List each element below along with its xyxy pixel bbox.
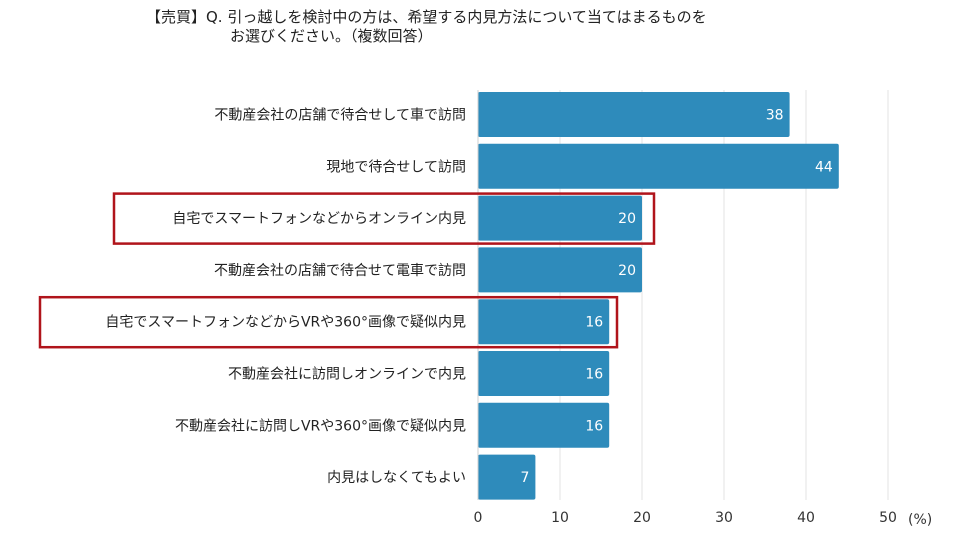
bar-value-label: 16 [585,367,603,383]
bar [478,143,839,189]
highlight-box [38,295,619,349]
x-tick-label: 40 [797,510,815,526]
category-label: 自宅でスマートフォンなどからVRや360°画像で疑似内見 [105,315,466,331]
bar-value-label: 44 [815,159,833,175]
bar [478,454,536,500]
x-tick-label: 10 [551,510,569,526]
bar [478,92,790,137]
x-tick-label: 0 [474,510,483,526]
bar [478,299,610,345]
category-label: 不動産会社の店舗で待合せして車で訪問 [214,107,466,124]
bar [478,402,610,448]
bar-value-label: 20 [618,263,636,279]
category-label: 自宅でスマートフォンなどからオンライン内見 [172,211,466,227]
highlight-box [112,192,656,245]
x-axis-unit-label: (%) [908,512,932,528]
bar [478,247,642,293]
category-label: 内見はしなくてもよい [327,470,466,486]
bar-value-label: 16 [585,418,603,434]
chart-title-line2: お選びください。（複数回答） [230,27,433,45]
bar-value-label: 20 [618,211,636,227]
category-label: 不動産会社の店舗で待合せて電車で訪問 [214,262,466,279]
bar [478,195,642,241]
x-tick-label: 50 [879,510,897,526]
chart-title-line1: 【売買】Q. 引っ越しを検討中の方は、希望する内見方法について当てはまるものを [146,8,707,26]
category-label: 現地で待合せして訪問 [326,159,466,175]
x-tick-label: 30 [715,510,733,526]
category-label: 不動産会社に訪問しVRや360°画像で疑似内見 [175,418,466,434]
chart-title: 【売買】Q. 引っ越しを検討中の方は、希望する内見方法について当てはまるものを … [146,8,707,46]
category-label: 不動産会社に訪問しオンラインで内見 [228,367,466,383]
bar-value-label: 7 [520,470,529,486]
bar [478,351,610,396]
x-tick-label: 20 [633,510,651,526]
bar-value-label: 38 [766,108,784,124]
bar-value-label: 16 [585,315,603,331]
